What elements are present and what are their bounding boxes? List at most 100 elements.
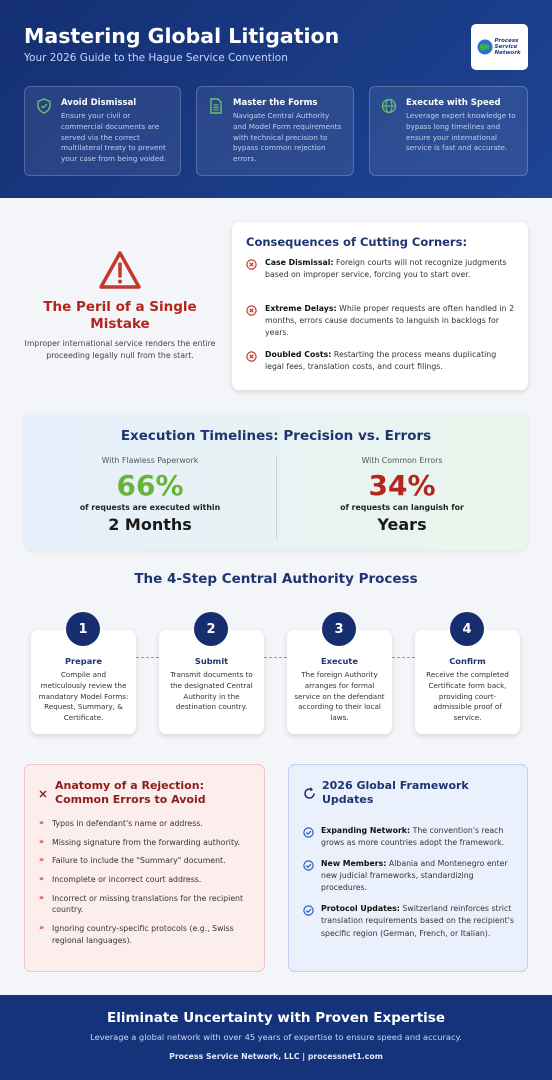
label: Protocol Updates: xyxy=(321,904,400,914)
label: Doubled Costs: xyxy=(265,350,332,359)
h-title: Mastering Global Litigation xyxy=(24,24,340,48)
f-title: Eliminate Uncertainty with Proven Expert… xyxy=(107,1010,445,1026)
divider xyxy=(276,456,277,540)
li: New Members: Albania and Montenegro ente… xyxy=(303,858,515,894)
items: Failure to include the "Summary" documen… xyxy=(39,854,252,867)
circle: 3 xyxy=(322,612,356,646)
s-text: The foreign Authority arranges for forma… xyxy=(294,670,385,723)
cons-title: Consequences of Cutting Corners: xyxy=(246,235,468,249)
hcard: Avoid Dismissal Ensure your civil or com… xyxy=(24,86,181,176)
bx-title: 2026 Global Framework Updates xyxy=(322,779,469,807)
s-text: Compile and meticulously review the mand… xyxy=(38,670,129,723)
text: Albania and Montenegro enter new judicia… xyxy=(321,859,508,893)
circle: 4 xyxy=(450,612,484,646)
li: Expanding Network: The convention's reac… xyxy=(303,825,515,849)
label: Case Dismissal: xyxy=(265,258,334,267)
tl-period: Years xyxy=(377,515,427,534)
footer: Eliminate Uncertainty with Proven Expert… xyxy=(0,995,552,1080)
text: Foreign courts will not recognize judgme… xyxy=(265,258,507,280)
icon-shield xyxy=(37,98,51,114)
f-co: Process Service Network, LLC | processne… xyxy=(169,1052,383,1061)
step: Submit Transmit documents to the designat… xyxy=(159,630,264,734)
bx-title: Anatomy of a Rejection: Common Errors to… xyxy=(55,779,206,807)
items: Missing signature from the forwarding au… xyxy=(39,836,252,849)
tl-stat: 66% xyxy=(116,469,184,502)
s-text: Transmit documents to the designated Cen… xyxy=(170,670,253,712)
peril-text: Improper international service renders t… xyxy=(24,339,216,360)
label: Expanding Network: xyxy=(321,826,411,835)
circle: 1 xyxy=(66,612,100,646)
x-mark xyxy=(39,790,47,798)
tl-cap: of requests are executed within xyxy=(79,503,221,512)
warning-icon xyxy=(99,251,141,289)
upd: 2026 Global Framework Updates Expanding … xyxy=(288,764,528,972)
cons-item: Extreme Delays: While proper requests ar… xyxy=(246,303,515,339)
text: Restarting the process means duplicating… xyxy=(265,350,497,372)
rej: Anatomy of a Rejection: Common Errors to… xyxy=(24,764,265,972)
text: The convention's reach grows as more cou… xyxy=(321,826,505,848)
cons-item: Doubled Costs: Restarting the process me… xyxy=(246,349,515,373)
check-icon xyxy=(303,905,314,917)
s-title: Confirm xyxy=(449,656,486,666)
sync-icon xyxy=(304,787,315,799)
label: Extreme Delays: xyxy=(265,304,337,313)
step: Execute The foreign Authority arranges fo… xyxy=(287,630,392,734)
hc-title: Avoid Dismissal xyxy=(61,98,137,108)
x-icon xyxy=(246,259,257,270)
logo: Process Service Network xyxy=(471,24,528,70)
hc-text: Leverage expert knowledge to bypass long… xyxy=(406,111,516,153)
tl-cap: of requests can languish for xyxy=(340,503,464,512)
logo-text: Process Service Network xyxy=(494,37,521,57)
items: Typos in defendant's name or address. xyxy=(39,817,252,830)
label: New Members: xyxy=(321,859,387,869)
div: Consequences of Cutting Corners: Case Di… xyxy=(232,222,528,390)
check-icon xyxy=(303,860,314,871)
x-icon xyxy=(246,305,257,316)
s-title: Execute xyxy=(320,656,359,666)
hcard: Execute with Speed Leverage expert knowl… xyxy=(369,86,528,176)
tl: Execution Timelines: Precision vs. Error… xyxy=(24,414,528,550)
circle: 2 xyxy=(194,612,228,646)
hcard: Master the Forms Navigate Central Author… xyxy=(196,86,354,176)
items: Ignoring country-specific protocols (e.g… xyxy=(39,922,252,946)
dash xyxy=(136,657,159,658)
text: While proper requests are often handled … xyxy=(265,304,515,338)
cons-item: Case Dismissal: Foreign courts will not … xyxy=(246,257,515,281)
s-title: Prepare xyxy=(64,656,103,666)
hc-text: Navigate Central Authority and Model For… xyxy=(233,111,342,164)
hc-text: Ensure your civil or commercial document… xyxy=(61,111,167,164)
items: Incomplete or incorrect court address. xyxy=(39,873,252,886)
s-title: Submit xyxy=(194,656,229,666)
icon-globe xyxy=(381,98,397,114)
tl-label: With Flawless Paperwork xyxy=(101,456,199,465)
f-text: Leverage a global network with over 45 y… xyxy=(90,1032,462,1042)
step: Confirm Receive the completed Certificate… xyxy=(415,630,520,734)
tl-stat: 34% xyxy=(368,469,436,502)
check-icon xyxy=(303,827,314,838)
hc-title: Execute with Speed xyxy=(406,98,501,108)
globe-logo xyxy=(477,39,492,55)
p-title: The 4-Step Central Authority Process xyxy=(134,571,418,587)
list: Expanding Network: The convention's reac… xyxy=(303,825,515,949)
step: Prepare Compile and meticulously review t… xyxy=(31,630,136,734)
tl-label: With Common Errors xyxy=(361,456,443,465)
s-text: Receive the completed Certificate form b… xyxy=(426,670,509,723)
li: Protocol Updates: Switzerland reinforces… xyxy=(303,903,515,939)
peril-title: The Peril of a Single Mistake xyxy=(43,299,197,332)
dash xyxy=(264,657,287,658)
tl-col: With Flawless Paperwork 66% of requests … xyxy=(35,456,265,534)
list: Typos in defendant's name or address. Mi… xyxy=(39,817,252,954)
header: Mastering Global Litigation Your 2026 Gu… xyxy=(0,0,552,198)
tl-period: 2 Months xyxy=(108,515,192,534)
dash xyxy=(392,657,415,658)
icon-doc xyxy=(210,98,222,114)
items: Incorrect or missing translations for th… xyxy=(39,892,252,916)
tl-title: Execution Timelines: Precision vs. Error… xyxy=(120,428,432,444)
tl-col: With Common Errors 34% of requests can l… xyxy=(287,456,517,534)
x-icon xyxy=(246,351,257,362)
hc-title: Master the Forms xyxy=(233,98,318,108)
text: Switzerland reinforces strict translatio… xyxy=(321,904,514,938)
h-sub: Your 2026 Guide to the Hague Service Con… xyxy=(24,52,288,64)
